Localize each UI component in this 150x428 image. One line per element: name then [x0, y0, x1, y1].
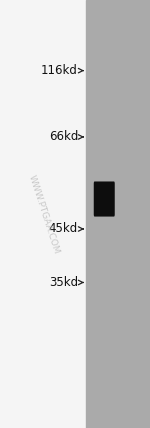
- Text: 35kd: 35kd: [49, 276, 78, 289]
- Text: WWW.PTGAA.COM: WWW.PTGAA.COM: [26, 173, 61, 255]
- FancyBboxPatch shape: [94, 181, 115, 217]
- Bar: [0, 0, 86, 428]
- Text: 116kd: 116kd: [41, 64, 78, 77]
- Bar: [86, 0, 150, 428]
- Text: 45kd: 45kd: [49, 223, 78, 235]
- Text: 66kd: 66kd: [49, 131, 78, 143]
